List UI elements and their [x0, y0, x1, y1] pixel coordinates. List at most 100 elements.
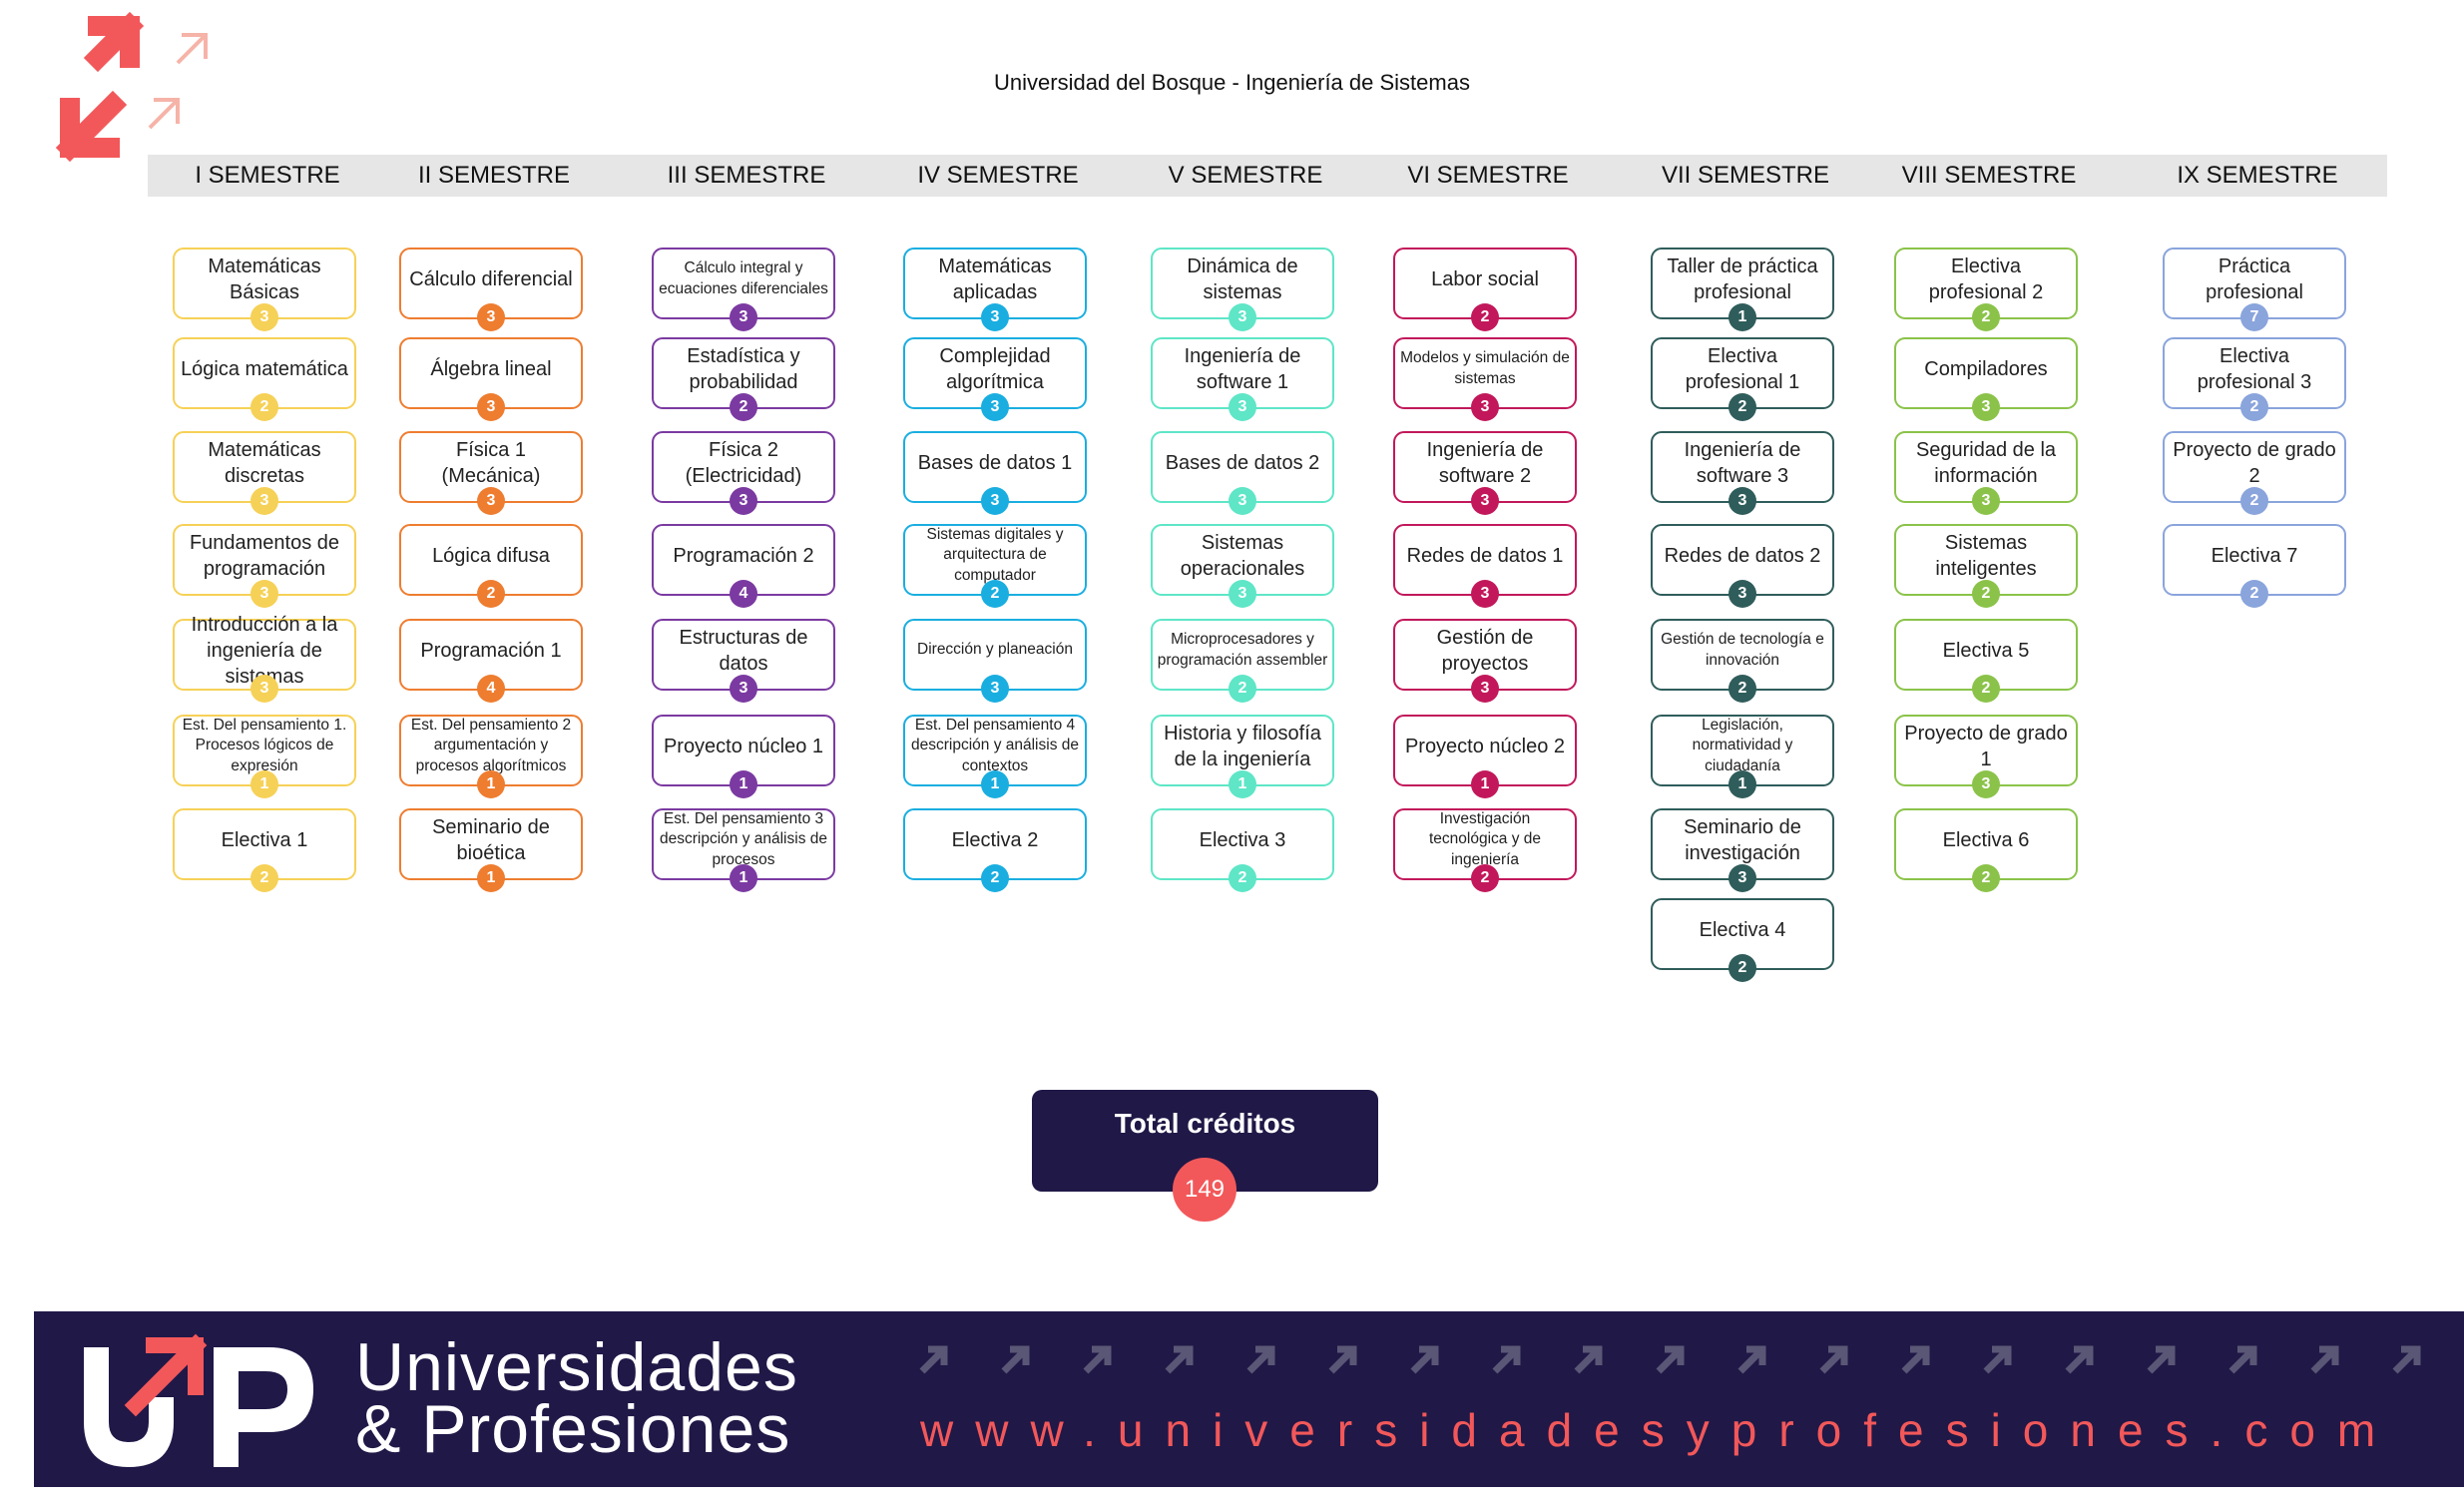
course-name: Seminario de bioética [432, 815, 550, 864]
course-card: Cálculo integral y ecuaciones diferencia… [652, 248, 835, 331]
course-name: Labor social [1431, 267, 1539, 290]
credit-badge: 1 [730, 770, 757, 798]
semester-header: VI SEMESTRE [1407, 162, 1569, 189]
course-card: Introducción a la ingeniería de sistemas… [173, 614, 356, 703]
course-card: Seminario de bioética 1 [399, 808, 583, 892]
credit-badge: 3 [1972, 393, 2000, 421]
course-name: Electiva profesional 3 [2197, 344, 2312, 393]
course-card: Est. Del pensamiento 1. Procesos lógicos… [173, 715, 356, 798]
credit-badge: 4 [730, 580, 757, 608]
credit-badge: 7 [2240, 303, 2268, 331]
course-name: Bases de datos 1 [917, 451, 1073, 474]
brand-name-line2: & Profesiones [355, 1391, 791, 1467]
course-card: Compiladores 3 [1894, 337, 2078, 421]
course-card: Est. Del pensamiento 2 argumentación y p… [399, 715, 583, 798]
course-card: Sistemas operacionales 3 [1151, 524, 1334, 608]
course-name: Proyecto de grado 2 [2173, 438, 2336, 487]
credit-badge: 3 [1728, 580, 1756, 608]
course-card: Labor social 2 [1393, 248, 1577, 331]
course-card: Historia y filosofía de la ingeniería 1 [1151, 715, 1334, 798]
credit-badge: 2 [981, 864, 1009, 892]
course-name: Sistemas inteligentes [1935, 531, 2037, 580]
course-card: Investigación tecnológica y de ingenierí… [1393, 808, 1577, 892]
diagonal-arrow-icon [2228, 1345, 2257, 1374]
credit-badge: 2 [2240, 487, 2268, 515]
credit-badge: 2 [2240, 580, 2268, 608]
course-name: Programación 1 [420, 639, 562, 662]
credit-badge: 3 [477, 487, 505, 515]
semester-header: IX SEMESTRE [2177, 162, 2338, 189]
course-name: Dirección y planeación [917, 641, 1073, 659]
course-card: Proyecto núcleo 2 1 [1393, 715, 1577, 798]
course-name: Historia y filosofía de la ingeniería [1164, 722, 1321, 770]
credit-badge: 3 [250, 487, 278, 515]
credit-badge: 3 [981, 393, 1009, 421]
course-card: Matemáticas aplicadas 3 [903, 248, 1087, 331]
course-name: Est. Del pensamiento 2 argumentación y p… [410, 717, 572, 774]
semester-header: III SEMESTRE [667, 162, 826, 189]
credit-badge: 2 [1229, 864, 1256, 892]
course-card: Matemáticas discretas 3 [173, 431, 356, 515]
credit-badge: 3 [1471, 393, 1499, 421]
course-card: Dinámica de sistemas 3 [1151, 248, 1334, 331]
course-card: Gestión de proyectos 3 [1393, 619, 1577, 703]
footer-banner: Universidades & Profesiones www.universi… [34, 1311, 2464, 1487]
course-name: Electiva 4 [1699, 918, 1786, 941]
diagonal-arrow-icon [2065, 1345, 2094, 1374]
course-name: Ingeniería de software 3 [1684, 438, 1801, 487]
course-name: Seguridad de la información [1915, 438, 2057, 487]
credit-badge: 2 [1728, 675, 1756, 703]
credit-badge: 2 [1471, 303, 1499, 331]
course-name: Electiva profesional 1 [1685, 344, 1800, 393]
semester-header: II SEMESTRE [417, 162, 571, 189]
credit-badge: 3 [250, 580, 278, 608]
course-name: Sistemas operacionales [1180, 531, 1305, 580]
course-name: Compiladores [1924, 357, 2048, 380]
course-name: Electiva 6 [1942, 828, 2030, 851]
credit-badge: 2 [250, 864, 278, 892]
course-card: Álgebra lineal 3 [399, 337, 583, 421]
course-card: Redes de datos 2 3 [1651, 524, 1834, 608]
credit-badge: 3 [477, 393, 505, 421]
course-card: Lógica matemática 2 [173, 337, 356, 421]
course-card: Taller de práctica profesional 1 [1651, 248, 1834, 331]
diagonal-arrow-icon [1410, 1345, 1439, 1374]
credit-badge: 3 [1972, 770, 2000, 798]
course-card: Física 2 (Electricidad) 3 [652, 431, 835, 515]
credit-badge: 2 [250, 393, 278, 421]
credit-badge: 3 [477, 303, 505, 331]
course-name: Matemáticas Básicas [208, 254, 321, 303]
course-name: Redes de datos 2 [1664, 544, 1821, 567]
up-logo [84, 1333, 313, 1467]
credit-badge: 3 [1229, 487, 1256, 515]
course-card: Sistemas digitales y arquitectura de com… [903, 524, 1087, 608]
course-card: Electiva 5 2 [1894, 619, 2078, 703]
diagonal-arrow-icon [1737, 1345, 1766, 1374]
credit-badge: 3 [250, 303, 278, 331]
course-name: Electiva 2 [951, 828, 1039, 851]
credit-badge: 3 [730, 487, 757, 515]
semester-header-bar [148, 155, 2387, 197]
course-card: Est. Del pensamiento 3 descripción y aná… [652, 808, 835, 892]
course-card: Estadística y probabilidad 2 [652, 337, 835, 421]
credit-badge: 1 [1728, 770, 1756, 798]
course-name: Gestión de tecnología e innovación [1661, 631, 1824, 669]
diagonal-arrow-icon [2147, 1345, 2176, 1374]
credit-badge: 2 [1972, 580, 2000, 608]
diagonal-arrow-icon [1492, 1345, 1521, 1374]
course-name: Seminario de investigación [1684, 815, 1801, 864]
up-arrows-logo [55, 11, 208, 163]
course-card: Gestión de tecnología e innovación 2 [1651, 619, 1834, 703]
course-card: Sistemas inteligentes 2 [1894, 524, 2078, 608]
diagonal-arrow-icon [2392, 1345, 2421, 1374]
course-card: Lógica difusa 2 [399, 524, 583, 608]
course-name: Est. Del pensamiento 1. Procesos lógicos… [182, 717, 347, 774]
credit-badge: 2 [730, 393, 757, 421]
course-name: Electiva 1 [221, 828, 308, 851]
